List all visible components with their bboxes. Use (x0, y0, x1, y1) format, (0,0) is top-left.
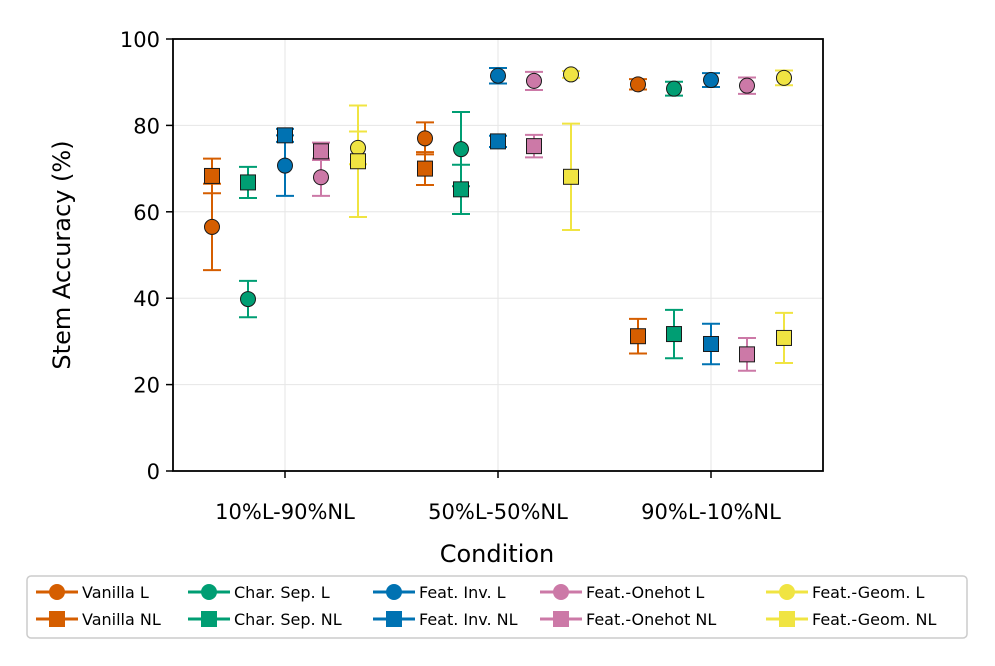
point-char-sep-nl (240, 174, 256, 191)
point-vanilla-l (204, 218, 220, 235)
point-feat-onehot-l (739, 77, 755, 94)
legend-item-char-sep-nl: Char. Sep. NL (188, 610, 342, 629)
legend-marker (386, 611, 402, 627)
point-feat-onehot-nl (313, 143, 329, 160)
point-vanilla-nl (417, 160, 433, 177)
legend-frame (26, 575, 968, 639)
point-char-sep-l (666, 80, 682, 97)
legend: Vanilla L Vanilla NL Char. Sep. L Char. Sep… (26, 575, 968, 639)
legend-marker (49, 611, 65, 627)
legend-marker (553, 584, 569, 600)
point-char-sep-nl (453, 181, 469, 198)
legend-label: Feat.-Onehot L (586, 583, 704, 602)
legend-marker (779, 611, 795, 627)
legend-item-feat-inv-nl: Feat. Inv. NL (373, 610, 518, 629)
legend-item-feat-onehot-nl: Feat.-Onehot NL (540, 610, 716, 629)
point-feat-inv-l (703, 72, 719, 89)
legend-item-feat-onehot-l: Feat.-Onehot L (540, 583, 704, 602)
point-feat-inv-nl (703, 335, 719, 352)
legend-label: Feat.-Geom. L (812, 583, 924, 602)
x-tick-label: 50%L-50%NL (428, 500, 568, 524)
legend-item-feat-inv-l: Feat. Inv. L (373, 583, 506, 602)
legend-label: Feat. Inv. L (419, 583, 506, 602)
legend-label: Char. Sep. L (234, 583, 330, 602)
y-tick-label: 40 (133, 287, 160, 311)
legend-label: Feat.-Onehot NL (586, 610, 716, 629)
point-vanilla-nl (204, 167, 220, 184)
legend-item-feat-geom-nl: Feat.-Geom. NL (766, 610, 936, 629)
y-tick-label: 100 (120, 28, 160, 52)
y-tick-label: 20 (133, 374, 160, 398)
point-feat-geom-nl (776, 329, 792, 346)
point-feat-geom-nl (563, 168, 579, 185)
y-tick-label: 0 (147, 460, 160, 484)
point-feat-inv-l (490, 67, 506, 84)
point-feat-geom-l (563, 66, 579, 83)
legend-marker (201, 584, 217, 600)
point-feat-inv-nl (490, 133, 506, 150)
point-vanilla-l (630, 76, 646, 93)
x-tick-label: 90%L-10%NL (641, 500, 781, 524)
legend-label: Vanilla L (82, 583, 149, 602)
legend-item-vanilla-l: Vanilla L (36, 583, 149, 602)
point-char-sep-l (453, 141, 469, 158)
data-points (204, 66, 792, 363)
y-axis-ticks: 0 20 40 60 80 100 (120, 28, 173, 484)
point-feat-geom-l (350, 139, 366, 156)
legend-marker (49, 584, 65, 600)
legend-marker (386, 584, 402, 600)
point-feat-onehot-l (526, 72, 542, 89)
legend-marker (779, 584, 795, 600)
legend-label: Vanilla NL (82, 610, 161, 629)
point-feat-onehot-nl (739, 346, 755, 363)
x-tick-label: 10%L-90%NL (215, 500, 355, 524)
point-feat-onehot-nl (526, 138, 542, 155)
grid-lines (173, 38, 823, 472)
x-axis-ticks: 10%L-90%NL 50%L-50%NL 90%L-10%NL (215, 471, 781, 524)
legend-item-char-sep-l: Char. Sep. L (188, 583, 330, 602)
point-vanilla-nl (630, 328, 646, 345)
y-tick-label: 80 (133, 114, 160, 138)
point-feat-geom-nl (350, 153, 366, 170)
point-char-sep-nl (666, 326, 682, 343)
x-axis-label: Condition (440, 540, 555, 568)
legend-marker (553, 611, 569, 627)
point-feat-inv-l (277, 157, 293, 174)
y-axis-label: Stem Accuracy (%) (48, 140, 76, 369)
point-char-sep-l (240, 291, 256, 308)
legend-label: Feat. Inv. NL (419, 610, 518, 629)
point-feat-inv-nl (277, 127, 293, 144)
y-tick-label: 60 (133, 201, 160, 225)
point-vanilla-l (417, 130, 433, 147)
legend-item-feat-geom-l: Feat.-Geom. L (766, 583, 924, 602)
point-feat-onehot-l (313, 169, 329, 186)
legend-label: Feat.-Geom. NL (812, 610, 936, 629)
point-feat-geom-l (776, 69, 792, 86)
legend-label: Char. Sep. NL (234, 610, 342, 629)
legend-item-vanilla-nl: Vanilla NL (36, 610, 161, 629)
legend-marker (201, 611, 217, 627)
